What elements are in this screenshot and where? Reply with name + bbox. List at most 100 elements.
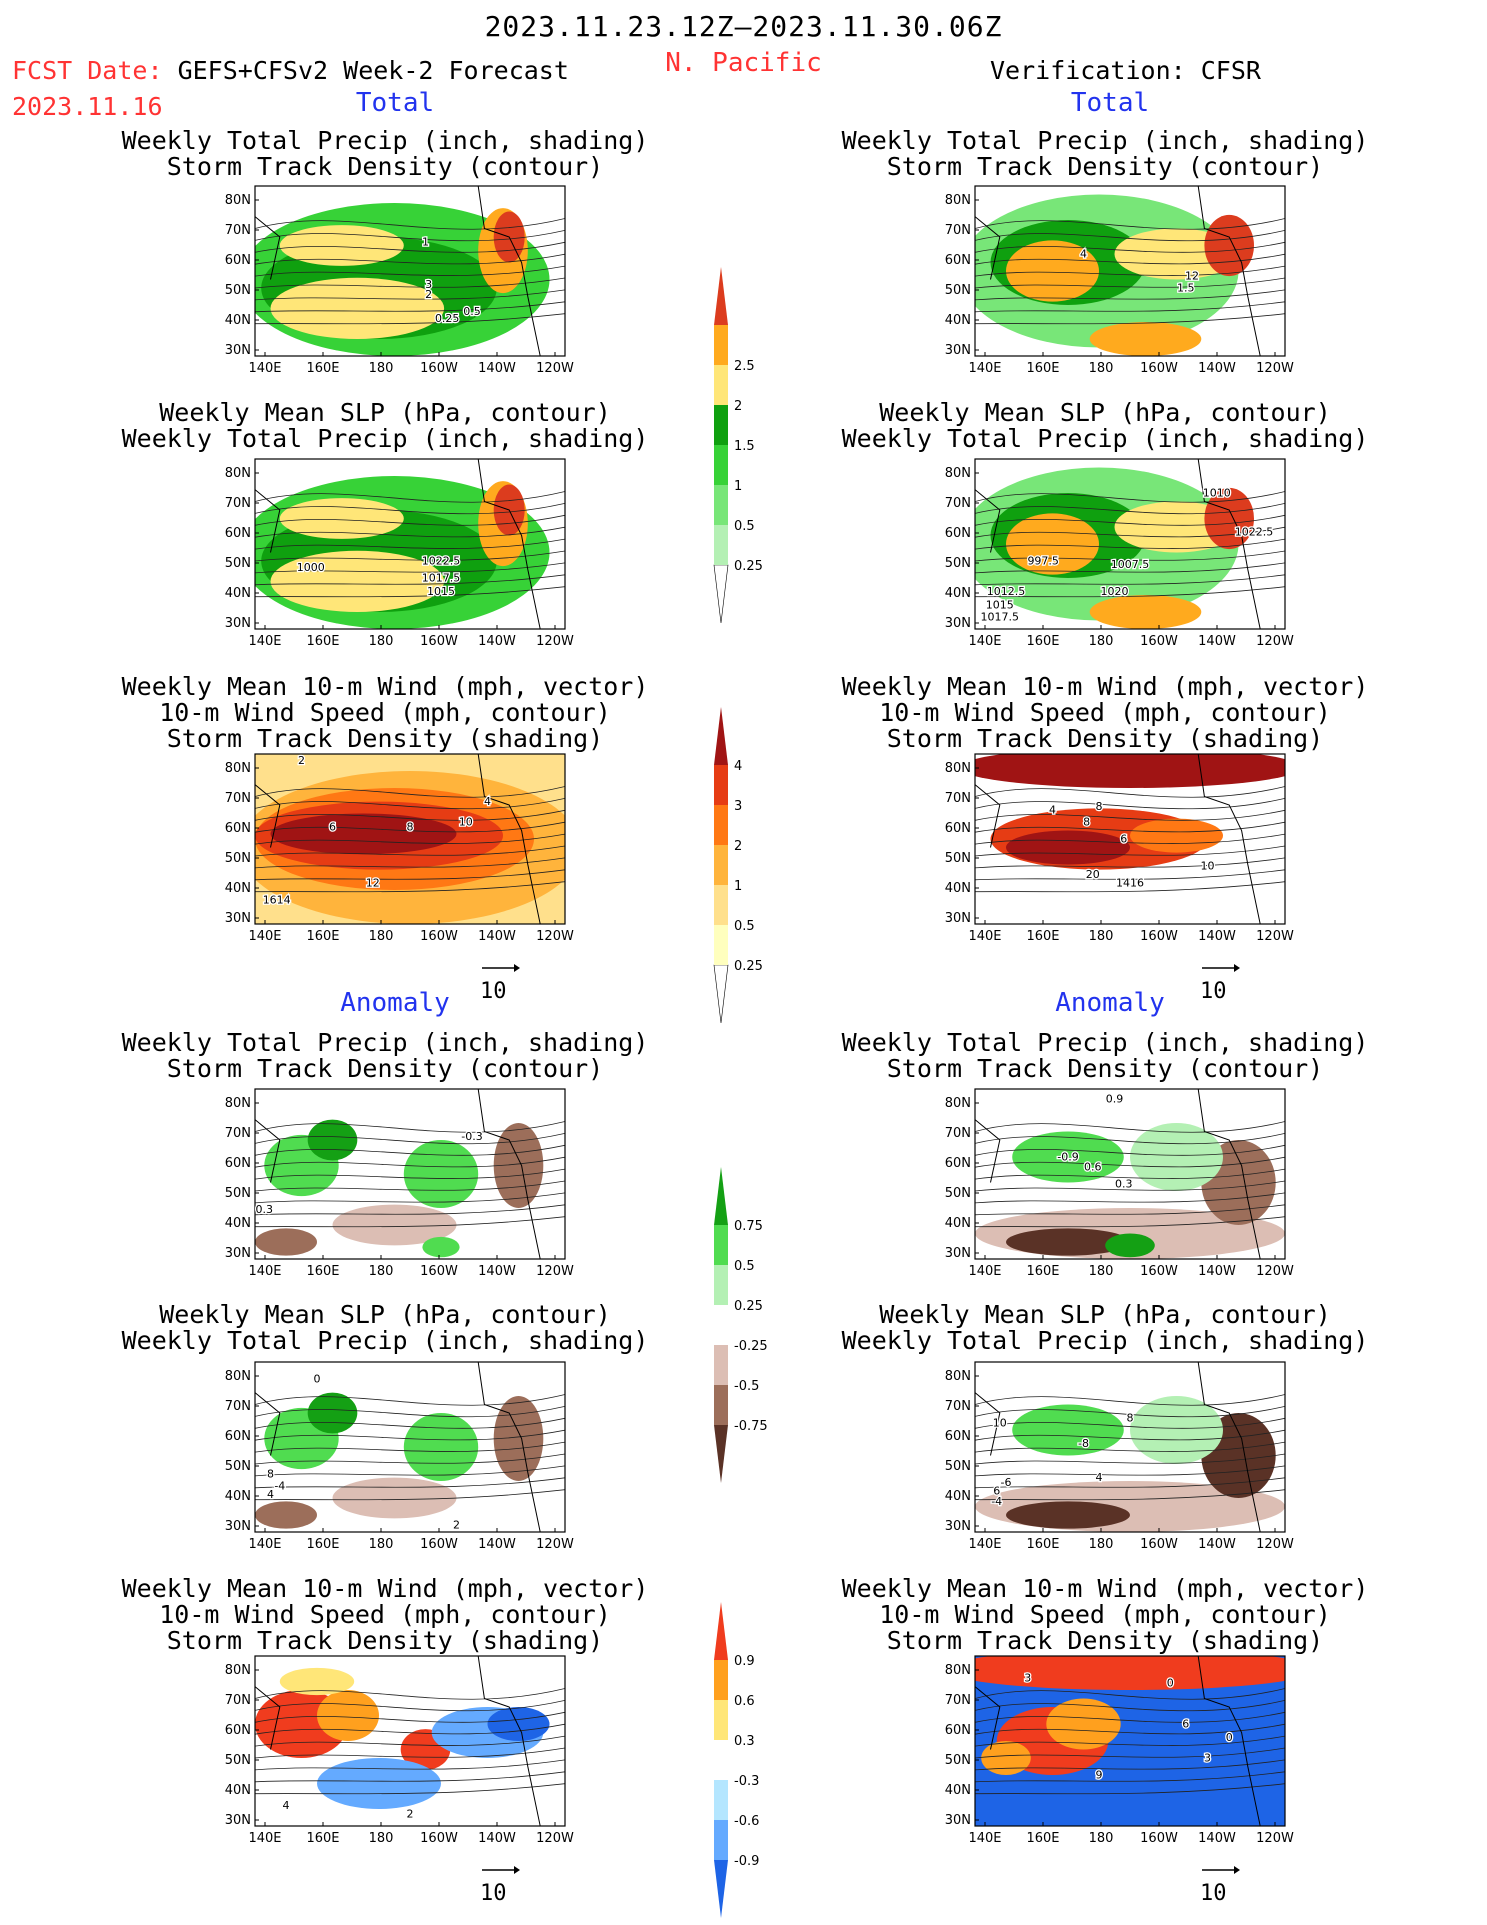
colorbar-segment: [714, 1780, 728, 1820]
colorbar-segment: [714, 445, 728, 485]
y-tick-label: 70N: [945, 496, 971, 511]
contour-line: [975, 809, 1285, 821]
y-tick-label: 30N: [225, 616, 251, 631]
colorbar-label: 0.25: [734, 959, 763, 974]
shading-region: [255, 1501, 317, 1529]
contour-line: [975, 241, 1285, 253]
x-tick-label: 160E: [306, 361, 339, 376]
title-v5: Weekly Mean SLP (hPa, contour) Weekly Tot…: [841, 1300, 1369, 1355]
y-tick-label: 40N: [225, 586, 251, 601]
contour-line: [255, 265, 565, 277]
colorbar-segment: [714, 765, 728, 805]
x-tick-label: 160W: [1140, 929, 1178, 944]
contour-line: [255, 230, 565, 242]
contour-label: 8: [1096, 800, 1103, 813]
y-tick-label: 80N: [945, 1369, 971, 1384]
colorbar-segment: [714, 365, 728, 405]
contour-line: [255, 881, 565, 893]
contour-line: [975, 821, 1285, 833]
y-tick-label: 30N: [945, 1519, 971, 1534]
shading-region: [1130, 1396, 1223, 1464]
contour-line: [255, 1406, 565, 1418]
x-tick-label: 120W: [1256, 1264, 1294, 1279]
contour-line: [255, 869, 565, 881]
shading-region: [975, 754, 1285, 788]
x-tick-label: 180: [1089, 1537, 1114, 1552]
coastline: [255, 1656, 541, 1826]
title-v6: Weekly Mean 10-m Wind (mph, vector) 10-m …: [841, 1574, 1369, 1655]
y-tick-label: 80N: [225, 193, 251, 208]
x-tick-label: 160E: [306, 929, 339, 944]
contour-label: 4: [1080, 247, 1087, 260]
x-tick-label: 140W: [1198, 634, 1236, 649]
x-tick-label: 180: [369, 361, 394, 376]
contour-label: -4: [274, 1480, 285, 1493]
contour-label: 1.5: [1177, 281, 1195, 294]
shading-region: [422, 1236, 460, 1258]
map-verif-total-precip: 80N 70N 60N 50N 40N 30N 140E 160E 180 160W 140W 120…: [935, 180, 1295, 384]
shading-region: [307, 1119, 358, 1161]
contour-line: [975, 857, 1285, 869]
shading-region: [493, 1123, 544, 1208]
x-tick-label: 180: [369, 634, 394, 649]
y-tick-label: 30N: [945, 911, 971, 926]
x-tick-label: 140E: [968, 634, 1001, 649]
shading-region: [279, 498, 404, 539]
map-forecast-total-wind: 80N 70N 60N 50N 40N 30N 140E 160E 180 160W 140W 120…: [215, 748, 575, 952]
x-tick-label: 140W: [1198, 1264, 1236, 1279]
x-tick-label: 120W: [536, 634, 574, 649]
x-tick-label: 160E: [306, 1537, 339, 1552]
y-tick-label: 50N: [225, 1186, 251, 1201]
contour-line: [255, 1688, 565, 1700]
y-tick-label: 40N: [225, 313, 251, 328]
shading-region: [1105, 1233, 1155, 1258]
shading-region: [1006, 240, 1099, 302]
forecast-anomaly-label: Anomaly: [340, 988, 450, 1018]
contour-line: [255, 550, 565, 562]
map-verif-total-wind: 80N 70N 60N 50N 40N 30N 140E 160E 180 160W 140W 120…: [935, 748, 1295, 952]
x-tick-label: 120W: [1256, 634, 1294, 649]
colorbar-segment: [714, 1602, 728, 1660]
vector-ref-v6: 10: [1200, 1862, 1240, 1906]
contour-label: 9: [1096, 1768, 1103, 1781]
contour-line: [975, 1216, 1285, 1228]
y-tick-label: 60N: [225, 526, 251, 541]
contour-line: [255, 1783, 565, 1795]
colorbar-label: 0.5: [734, 1259, 755, 1274]
y-tick-label: 40N: [225, 1216, 251, 1231]
contour-line: [255, 1477, 565, 1489]
x-tick-label: 160W: [1140, 1537, 1178, 1552]
colorbar-precip-anom: -0.75 -0.5 -0.25 0.25 0.5 0.75: [712, 1165, 792, 1489]
contour-line: [255, 1429, 565, 1441]
y-tick-label: 70N: [225, 1693, 251, 1708]
contour-line: [255, 1771, 565, 1783]
contour-line: [255, 1121, 565, 1133]
y-tick-label: 70N: [225, 1126, 251, 1141]
colorbar-label: 0.25: [734, 559, 763, 574]
map-frame: [254, 1088, 566, 1260]
forecast-model: GEFS+CFSv2 Week-2 Forecast: [177, 56, 569, 85]
map-svg: 80N 70N 60N 50N 40N 30N 140E 160E 180 160W 140W 120…: [225, 1655, 574, 1846]
shading-region: [279, 225, 404, 266]
contour-label: 4: [283, 1799, 290, 1812]
contour-label: 2: [298, 754, 305, 767]
map-frame: [974, 1088, 1286, 1260]
map-svg: 80N 70N 60N 50N 40N 30N 140E 160E 180 160W 140W 120…: [945, 1361, 1294, 1552]
contour-label: -0.9: [1057, 1150, 1078, 1163]
contour-label: 1: [422, 236, 429, 249]
contour-label: -4: [991, 1495, 1002, 1508]
map-frame: [254, 458, 566, 630]
x-tick-label: 180: [1089, 1264, 1114, 1279]
shading-region: [279, 1667, 355, 1696]
contour-label: 1017.5: [422, 571, 461, 584]
y-tick-label: 80N: [225, 1663, 251, 1678]
contour-line: [255, 809, 565, 821]
x-tick-label: 180: [1089, 634, 1114, 649]
y-tick-label: 50N: [945, 851, 971, 866]
x-tick-label: 180: [369, 1537, 394, 1552]
colorbar-svg: -0.75 -0.5 -0.25 0.25 0.5 0.75: [714, 1167, 768, 1483]
colorbar-label: 4: [734, 759, 742, 774]
shading-region: [1046, 1698, 1121, 1750]
colorbar-segment: [714, 1820, 728, 1860]
x-tick-label: 160E: [306, 1264, 339, 1279]
